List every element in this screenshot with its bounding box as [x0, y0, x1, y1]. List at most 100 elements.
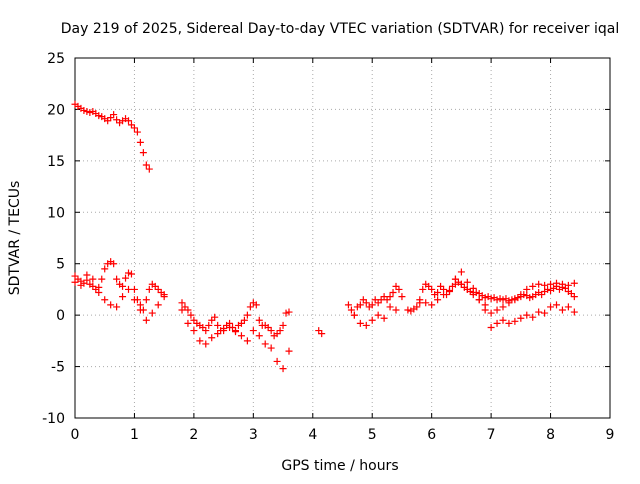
data-point	[148, 309, 156, 317]
y-tick-label: -10	[42, 411, 65, 427]
gridlines	[75, 58, 610, 418]
data-point	[145, 285, 153, 293]
data-point	[130, 296, 138, 304]
data-point	[499, 296, 507, 304]
data-point	[547, 303, 555, 311]
data-point	[487, 295, 495, 303]
data-point	[434, 296, 442, 304]
data-point	[267, 327, 275, 335]
data-point	[398, 293, 406, 301]
data-point	[392, 306, 400, 314]
data-point	[178, 306, 186, 314]
y-tick-label: 5	[56, 257, 65, 273]
x-tick-label: 4	[308, 427, 317, 443]
data-point	[380, 314, 388, 322]
y-tick-label: 20	[47, 102, 65, 118]
y-tick-label: 10	[47, 205, 65, 221]
data-point	[553, 301, 560, 309]
data-point	[136, 138, 144, 146]
data-point	[392, 282, 400, 290]
data-point	[199, 323, 207, 331]
data-points	[71, 100, 578, 373]
data-point	[95, 289, 103, 297]
data-point	[154, 285, 162, 293]
data-point	[205, 321, 213, 329]
data-point	[113, 116, 121, 124]
data-point	[285, 347, 293, 355]
data-point	[237, 332, 245, 340]
plot-frame	[74, 57, 611, 419]
data-point	[386, 303, 394, 311]
data-point	[558, 280, 566, 288]
data-point	[243, 337, 251, 345]
data-point	[523, 311, 531, 319]
data-point	[505, 319, 513, 327]
data-point	[535, 280, 543, 288]
data-point	[107, 114, 115, 122]
data-point	[71, 272, 79, 280]
data-point	[368, 301, 376, 309]
data-point	[80, 106, 88, 114]
data-point	[139, 149, 147, 157]
y-tick-label: 0	[56, 308, 65, 324]
data-point	[142, 161, 150, 169]
data-point	[404, 306, 412, 314]
data-point	[362, 321, 370, 329]
x-tick-label: 3	[249, 427, 258, 443]
data-point	[113, 303, 121, 311]
data-point	[434, 289, 442, 297]
data-point	[246, 303, 254, 311]
data-point	[567, 290, 575, 298]
x-tick-label: 9	[606, 427, 615, 443]
data-point	[377, 296, 385, 304]
data-point	[110, 260, 118, 268]
data-point	[190, 327, 198, 335]
data-point	[395, 285, 403, 293]
data-point	[214, 321, 222, 329]
data-point	[187, 311, 195, 319]
data-point	[526, 294, 534, 302]
data-point	[416, 296, 424, 304]
data-point	[564, 281, 572, 289]
data-point	[130, 124, 138, 132]
data-point	[226, 323, 234, 331]
data-point	[154, 301, 162, 309]
data-point	[318, 330, 326, 338]
data-point	[240, 316, 248, 324]
data-point	[89, 282, 97, 290]
data-point	[71, 278, 79, 286]
data-point	[362, 299, 370, 307]
data-point	[359, 296, 367, 304]
data-point	[282, 309, 290, 317]
data-point	[127, 121, 135, 129]
data-point	[208, 316, 216, 324]
data-point	[380, 293, 388, 301]
data-point	[544, 285, 552, 293]
data-point	[232, 328, 239, 336]
x-tick-label: 5	[368, 427, 377, 443]
data-point	[276, 327, 284, 335]
x-tick-label: 8	[546, 427, 555, 443]
data-point	[437, 282, 445, 290]
y-axis-label: SDTVAR / TECUs	[7, 181, 23, 296]
data-point	[125, 269, 132, 277]
data-point	[499, 316, 507, 324]
data-point	[389, 289, 397, 297]
data-point	[553, 279, 560, 287]
y-tick-label: -5	[51, 360, 65, 376]
data-point	[119, 282, 127, 290]
data-point	[261, 340, 269, 348]
data-point	[570, 279, 578, 287]
data-point	[570, 293, 578, 301]
series-tertiary-track	[451, 275, 578, 317]
x-tick-labels: 0 1 2 3 4 5 6 7 8 9	[71, 427, 615, 443]
data-point	[279, 321, 287, 329]
data-point	[243, 311, 251, 319]
data-point	[547, 280, 555, 288]
data-point	[119, 293, 127, 301]
data-point	[457, 268, 465, 276]
data-point	[273, 357, 281, 365]
data-point	[356, 319, 364, 327]
